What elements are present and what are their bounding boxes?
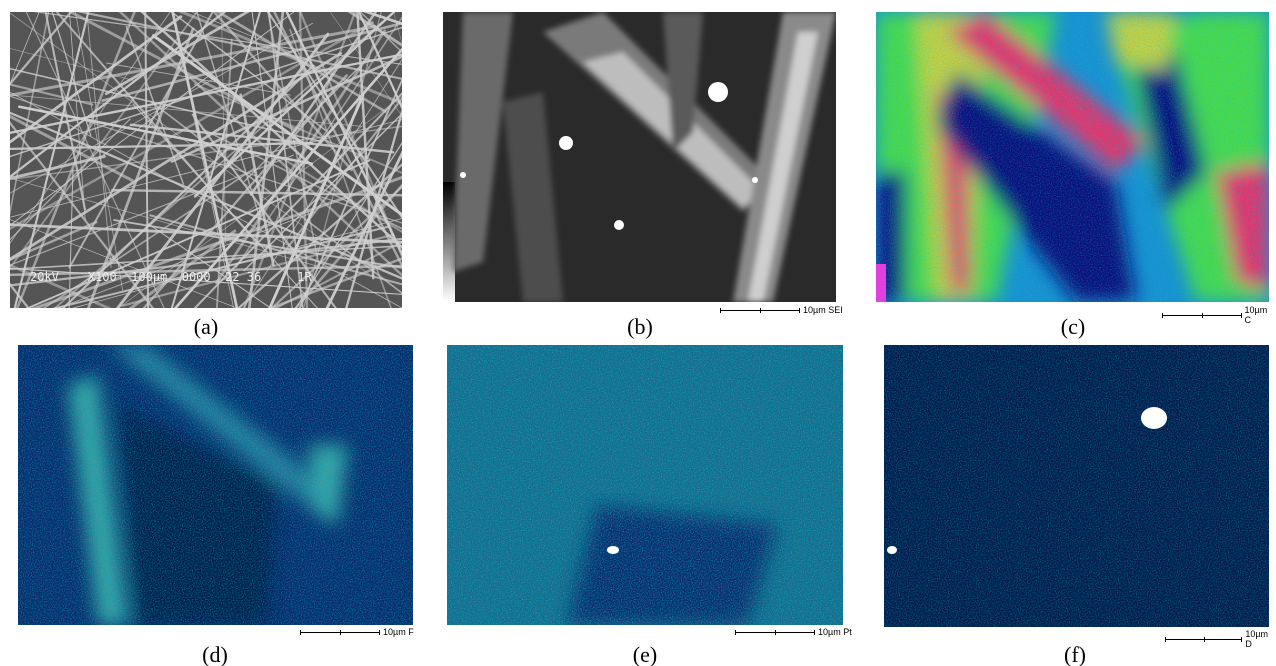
scale-label: 10µm C xyxy=(1245,305,1276,325)
eds-map-f xyxy=(884,345,1269,627)
scale-label: 10µm F xyxy=(383,627,414,637)
scale-label: 10µm Pt xyxy=(818,627,852,637)
caption: (a) xyxy=(166,314,246,340)
scale-bar: 10µm Pt xyxy=(735,627,852,637)
sem-image-a xyxy=(10,12,402,308)
figure: 20kV X100 100µm 0000 22 36 1R (a) 10µm S… xyxy=(0,0,1276,666)
scale-label: 10µm D xyxy=(1245,629,1276,649)
scale-bar: 10µm D xyxy=(1165,629,1276,649)
caption: (f) xyxy=(1035,642,1115,666)
image-info: 20kV X100 100µm 0000 22 36 1R xyxy=(30,270,312,284)
eds-map-d xyxy=(18,345,413,625)
scale-bar: 10µm F xyxy=(300,627,414,637)
caption: (e) xyxy=(605,642,685,666)
caption: (d) xyxy=(175,642,255,666)
caption: (c) xyxy=(1033,314,1113,340)
scale-bar: 10µm SEI xyxy=(720,305,843,315)
sem-image-b xyxy=(443,12,836,302)
scale-label: 10µm SEI xyxy=(803,305,843,315)
caption: (b) xyxy=(600,314,680,340)
scale-bar: 10µm C xyxy=(1162,305,1276,325)
eds-map-c xyxy=(876,12,1269,302)
eds-map-e xyxy=(447,345,843,625)
